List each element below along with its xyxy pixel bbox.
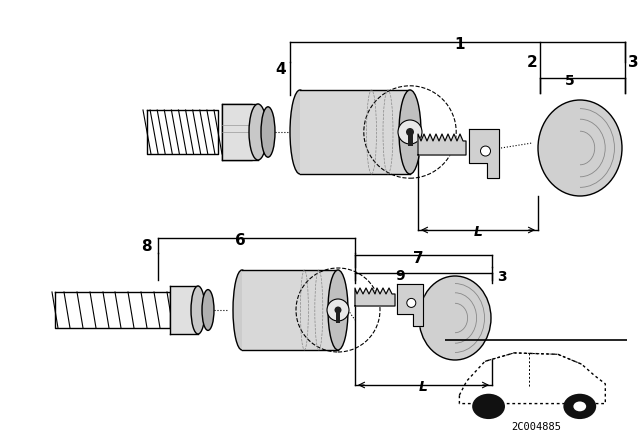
Text: 8: 8 [141,238,152,254]
Circle shape [472,394,505,419]
Text: 5: 5 [565,74,575,88]
Bar [336,312,340,323]
Ellipse shape [538,100,622,196]
Circle shape [327,299,349,321]
Ellipse shape [261,107,275,157]
Polygon shape [397,284,423,326]
Text: 6: 6 [235,233,245,248]
Bar [408,134,413,146]
Text: 7: 7 [413,251,423,266]
Circle shape [407,298,416,307]
Text: 4: 4 [275,62,286,77]
Text: 1: 1 [455,37,465,52]
Circle shape [481,146,490,156]
Circle shape [398,120,422,144]
Text: 3: 3 [497,270,507,284]
Ellipse shape [202,289,214,331]
Polygon shape [469,129,499,178]
Circle shape [335,306,342,314]
Ellipse shape [419,276,491,360]
Ellipse shape [191,286,205,334]
Bar [222,104,258,160]
Polygon shape [355,288,395,306]
Circle shape [573,401,586,411]
Polygon shape [418,134,466,155]
Text: 9: 9 [395,269,405,283]
Circle shape [406,128,414,136]
Bar [300,90,410,174]
Circle shape [563,394,596,419]
Text: 2C004885: 2C004885 [511,422,561,432]
Text: 3: 3 [628,55,639,70]
Ellipse shape [328,270,348,350]
Text: 2: 2 [526,55,537,70]
Text: L: L [419,380,428,394]
Ellipse shape [249,104,267,160]
Ellipse shape [290,90,310,174]
Bar [222,104,252,160]
Bar [170,286,198,334]
Ellipse shape [233,270,251,350]
Text: L: L [474,225,483,239]
Ellipse shape [399,90,421,174]
Bar [242,270,338,350]
